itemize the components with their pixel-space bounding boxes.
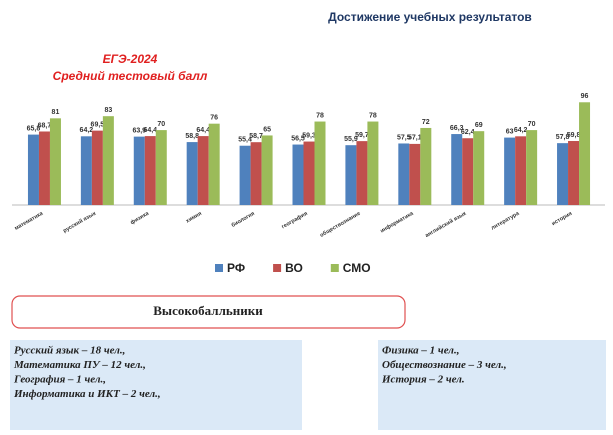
banner-text: Высокобалльники [153,303,263,318]
chart-subtitle: Средний тестовый балл [53,69,208,83]
value-label: 70 [157,121,165,128]
x-tick-label: русский язык [62,210,98,235]
x-tick-label: география [280,210,308,230]
value-label: 59,7 [355,132,369,139]
left-box [10,340,302,432]
left-box-line: Русский язык – 18 чел., [14,345,125,357]
value-label: 76 [210,115,218,122]
bar [208,123,220,205]
bar [155,130,167,205]
chart-title: ЕГЭ-2024 [103,52,158,66]
bar [409,143,421,205]
value-label: 69,5 [91,121,105,128]
x-tick-label: математика [14,210,45,232]
bar [356,141,368,205]
value-label: 59,3 [302,132,316,139]
bar [49,118,61,205]
value-label: 65,8 [27,125,41,132]
value-label: 68,7 [38,122,52,129]
right-box [378,340,606,432]
x-tick-label: физика [129,209,151,226]
value-label: 58,8 [185,133,199,140]
value-label: 81 [52,109,60,116]
x-tick-label: английский язык [424,210,468,239]
bar [345,145,357,205]
x-tick-label: информатика [379,209,415,234]
bar [579,102,591,205]
value-label: 78 [369,112,377,119]
value-label: 64,2 [80,127,94,134]
value-label: 66,3 [450,125,464,132]
value-label: 96 [581,93,589,100]
banner-box [11,295,406,329]
legend-label: РФ [227,261,245,275]
bar [462,138,474,205]
bar [504,137,516,205]
legend-swatch [330,264,339,272]
bar [261,135,273,205]
left-box-line: Математика ПУ – 12 чел., [13,359,146,371]
value-label: 59,8 [567,132,581,139]
value-label: 83 [104,107,112,114]
value-label: 58,7 [249,133,263,140]
value-label: 57,8 [556,134,570,141]
bar [80,136,92,205]
x-tick-label: литература [490,210,521,231]
bar [473,131,485,205]
value-label: 55,9 [344,136,358,143]
x-tick-label: история [551,211,573,227]
legend-swatch [215,264,223,272]
x-tick-label: биология [230,210,256,229]
value-label: 57,1 [408,135,422,142]
value-label: 64,4 [196,127,210,134]
value-label: 70 [528,121,536,128]
value-label: 65 [263,126,271,133]
bar [451,134,463,205]
value-label: 69 [475,122,483,129]
bar [292,144,304,205]
bar [526,130,538,205]
bar [144,136,156,205]
bar [568,141,580,205]
bar [27,134,39,205]
bar [303,141,315,205]
bar [197,136,209,205]
bar [133,136,145,205]
x-tick-label: химия [185,211,203,225]
value-label: 78 [316,112,324,119]
value-label: 55,4 [238,137,252,144]
bar [367,121,379,205]
value-label: 57,5 [397,134,411,141]
legend-swatch [273,264,282,272]
bar [557,143,569,205]
value-label: 63,9 [132,127,146,134]
x-tick-label: обществознание [319,210,362,239]
bar [239,145,251,205]
legend-label: СМО [343,261,371,275]
bar [398,143,410,205]
legend-label: ВО [285,261,303,275]
value-label: 64,4 [143,127,157,134]
value-label: 56,5 [291,135,305,142]
right-box-line: Физика – 1 чел., [382,345,459,357]
value-label: 62,4 [461,129,475,136]
bar [314,121,326,205]
bar [102,116,114,205]
value-label: 64,2 [514,127,528,134]
bar [515,136,527,205]
bar [38,131,50,205]
right-box-line: Обществознание – 3 чел., [382,359,507,371]
left-box-line: Информатика и ИКТ – 2 чел., [13,388,161,400]
bar [250,142,262,205]
value-label: 72 [422,119,430,126]
left-box-line: География – 1 чел., [13,374,106,386]
slide-title: Достижение учебных результатов [328,10,532,24]
bar [420,127,432,205]
right-box-line: История – 2 чел. [381,374,465,386]
bar [91,130,103,205]
value-label: 63 [506,128,514,135]
bar [186,142,198,205]
